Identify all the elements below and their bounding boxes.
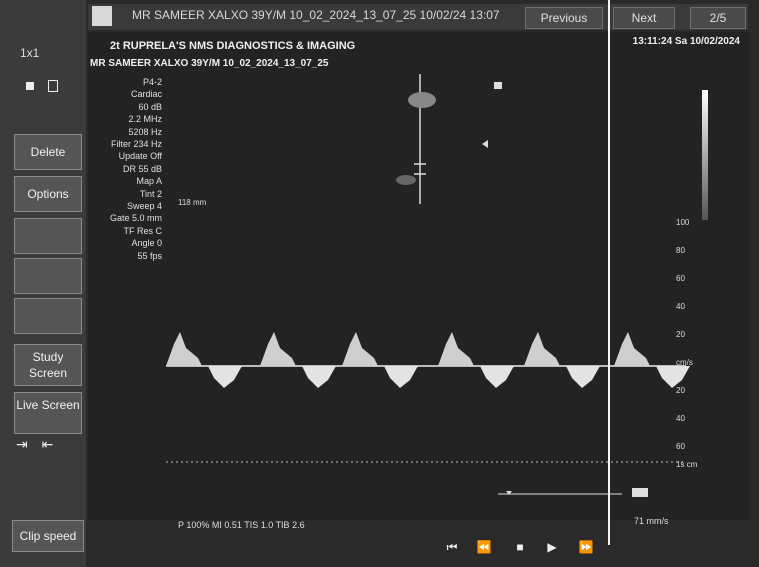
scale-label: 60 bbox=[676, 274, 685, 283]
patient-subtitle: MR SAMEER XALXO 39Y/M 10_02_2024_13_07_2… bbox=[90, 58, 329, 69]
scale-label: 20 bbox=[676, 330, 685, 339]
spectral-peak bbox=[614, 332, 650, 366]
param-line: 2.2 MHz bbox=[128, 114, 162, 125]
import-icon[interactable]: ⇥ bbox=[16, 436, 28, 452]
sector-image bbox=[396, 74, 502, 204]
scale-label: 1s cm bbox=[676, 460, 698, 469]
playback-controls: ⏮ ⏪ ■ ▶ ⏩ bbox=[432, 534, 612, 560]
import-export-icons[interactable]: ⇥ ⇤ bbox=[16, 436, 80, 458]
spectral-trough bbox=[480, 366, 514, 388]
orientation-marker bbox=[494, 82, 502, 89]
scale-label: 40 bbox=[676, 302, 685, 311]
spectral-peak bbox=[166, 332, 202, 366]
echo-blob bbox=[396, 175, 416, 185]
empty-button[interactable] bbox=[14, 298, 82, 334]
doppler-image: 2t RUPRELA'S NMS DIAGNOSTICS & IMAGING M… bbox=[88, 0, 750, 545]
stop-icon[interactable]: ■ bbox=[516, 540, 524, 554]
rewind-icon[interactable]: ⏪ bbox=[476, 540, 492, 554]
cine-pointer bbox=[506, 491, 512, 495]
patient-title: MR SAMEER XALXO 39Y/M 10_02_2024_13_07_2… bbox=[132, 8, 500, 22]
frame-marker bbox=[632, 488, 648, 497]
sweep-speed: 71 mm/s bbox=[634, 516, 669, 526]
param-line: Filter 234 Hz bbox=[110, 139, 162, 150]
spectral-trough bbox=[566, 366, 600, 388]
next-button[interactable]: Next bbox=[613, 7, 675, 29]
delete-button[interactable]: Delete bbox=[14, 134, 82, 170]
scale-label: cm/s bbox=[676, 358, 693, 367]
scale-label: 20 bbox=[676, 386, 685, 395]
echo-blob bbox=[408, 92, 436, 108]
empty-button[interactable] bbox=[14, 258, 82, 294]
param-line: Gate 5.0 mm bbox=[109, 213, 162, 224]
param-line: Sweep 4 bbox=[126, 201, 162, 212]
play-icon[interactable]: ▶ bbox=[547, 540, 557, 554]
skip-start-icon[interactable]: ⏮ bbox=[446, 540, 458, 554]
param-line: 5208 Hz bbox=[128, 126, 162, 137]
spectral-peak bbox=[524, 332, 560, 366]
page-counter: 2/5 bbox=[690, 7, 746, 29]
scale-label: 40 bbox=[676, 414, 685, 423]
param-line: TF Res C bbox=[123, 225, 162, 236]
output-readout: P 100% MI 0.51 TIS 1.0 TIB 2.6 bbox=[178, 520, 305, 530]
spectral-trough bbox=[384, 366, 418, 388]
scale-label: 80 bbox=[676, 246, 685, 255]
scale-label: 100 bbox=[676, 218, 690, 227]
param-line: Cardiac bbox=[130, 89, 162, 100]
layout-label[interactable]: 1x1 bbox=[20, 46, 40, 60]
scale-label: 60 bbox=[676, 442, 685, 451]
param-line: P4-2 bbox=[142, 77, 162, 87]
spectrum-waveform bbox=[166, 332, 690, 388]
param-line: 60 dB bbox=[138, 101, 162, 112]
spectral-peak bbox=[342, 332, 378, 366]
spectral-trough bbox=[302, 366, 336, 388]
gain-bar bbox=[702, 90, 708, 220]
spectral-trough bbox=[656, 366, 690, 388]
spectral-trough bbox=[208, 366, 242, 388]
study-screen-button[interactable]: Study Screen bbox=[14, 344, 82, 386]
param-line: Update Off bbox=[118, 151, 162, 162]
acquisition-params: P4-2 Cardiac 60 dB 2.2 MHz 5208 Hz Filter 234… bbox=[98, 76, 162, 262]
clock: 13:11:24 Sa 10/02/2024 bbox=[632, 36, 740, 47]
live-screen-button[interactable]: Live Screen bbox=[14, 392, 82, 434]
cursor-line bbox=[608, 0, 610, 545]
export-icon[interactable]: ⇤ bbox=[41, 436, 54, 452]
doppler-trace bbox=[166, 74, 690, 497]
param-line: Map A bbox=[136, 176, 162, 187]
square-icon[interactable] bbox=[26, 82, 34, 90]
param-line: Angle 0 bbox=[131, 238, 162, 249]
clinic-name: 2t RUPRELA'S NMS DIAGNOSTICS & IMAGING bbox=[110, 40, 356, 52]
left-sidebar: 1x1 Delete Options Study Screen Live Scr… bbox=[0, 0, 86, 567]
spectral-peak bbox=[438, 332, 474, 366]
param-line: Tint 2 bbox=[139, 188, 162, 199]
velocity-scale: 100 80 60 40 20 cm/s 20 40 60 1s cm bbox=[676, 32, 716, 492]
previous-button[interactable]: Previous bbox=[525, 7, 603, 29]
fast-forward-icon[interactable]: ⏩ bbox=[578, 540, 594, 554]
top-bar: MR SAMEER XALXO 39Y/M 10_02_2024_13_07_2… bbox=[88, 4, 748, 30]
lock-icon[interactable] bbox=[48, 80, 58, 92]
depth-label: 118 mm bbox=[178, 198, 207, 207]
param-line: 55 fps bbox=[137, 250, 162, 261]
param-line: DR 55 dB bbox=[122, 163, 162, 174]
options-button[interactable]: Options bbox=[14, 176, 82, 212]
focus-marker bbox=[482, 140, 488, 148]
patient-icon[interactable] bbox=[92, 6, 112, 26]
clip-speed-button[interactable]: Clip speed bbox=[12, 520, 84, 552]
spectral-peak bbox=[260, 332, 296, 366]
empty-button[interactable] bbox=[14, 218, 82, 254]
